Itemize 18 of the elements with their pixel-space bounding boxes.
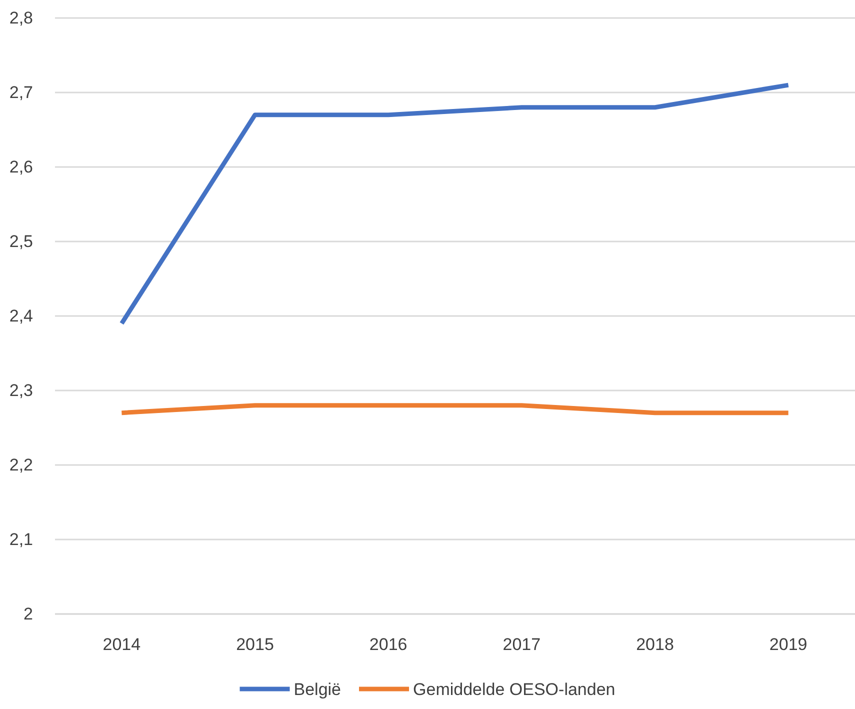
- y-tick-label: 2,8: [9, 8, 33, 28]
- x-tick-label: 2014: [102, 635, 141, 654]
- line-series: [119, 82, 791, 326]
- x-tick-label: 2017: [502, 635, 541, 654]
- legend-label: Gemiddelde OESO-landen: [413, 680, 616, 699]
- y-tick-label: 2,6: [9, 157, 33, 176]
- x-tick-label: 2016: [369, 635, 408, 654]
- y-tick-label: 2,7: [9, 82, 33, 102]
- y-tick-label: 2,5: [9, 232, 33, 251]
- x-tick-label: 2019: [769, 635, 808, 654]
- legend-label: België: [294, 680, 342, 699]
- y-tick-label: 2: [24, 604, 33, 624]
- y-tick-label: 2,3: [9, 380, 33, 400]
- y-tick-label: 2,1: [9, 530, 33, 549]
- x-tick-label: 2018: [636, 635, 674, 654]
- y-tick-label: 2,4: [9, 306, 33, 326]
- x-tick-label: 2015: [236, 635, 274, 654]
- y-tick-label: 2,2: [9, 455, 33, 474]
